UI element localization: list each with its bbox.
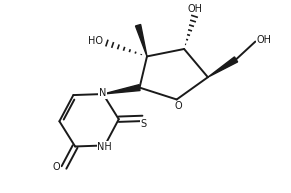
Polygon shape bbox=[136, 25, 147, 56]
Text: NH: NH bbox=[97, 142, 112, 152]
Text: N: N bbox=[99, 88, 106, 98]
Text: S: S bbox=[141, 119, 147, 129]
Polygon shape bbox=[208, 57, 238, 77]
Text: OH: OH bbox=[257, 35, 272, 45]
Text: O: O bbox=[175, 101, 182, 111]
Text: O: O bbox=[52, 162, 60, 172]
Text: HO: HO bbox=[88, 36, 103, 46]
Polygon shape bbox=[103, 85, 140, 94]
Text: O: O bbox=[175, 101, 182, 111]
Text: OH: OH bbox=[188, 4, 203, 14]
